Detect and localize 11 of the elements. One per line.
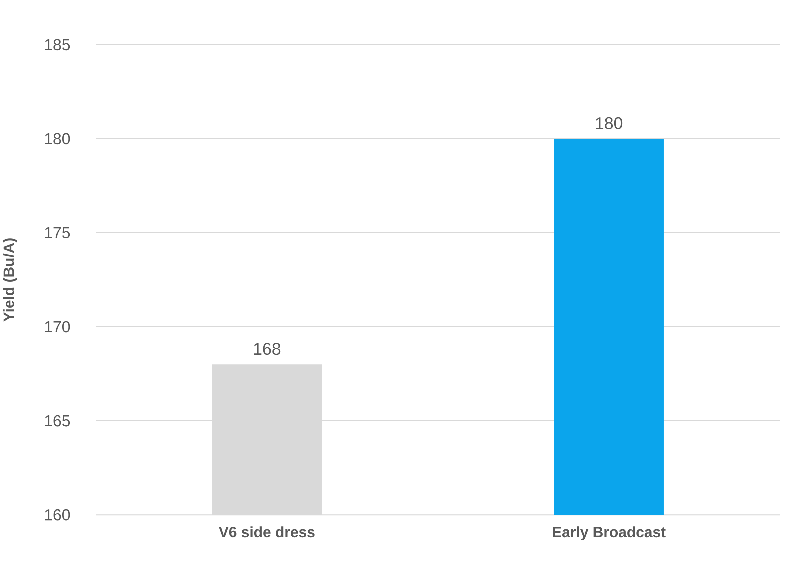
y-tick-label: 175 — [45, 227, 70, 239]
x-tick-label: V6 side dress — [219, 526, 315, 538]
data-label: 180 — [596, 117, 623, 130]
data-label: 168 — [254, 343, 281, 356]
y-tick-label: 180 — [45, 133, 70, 145]
y-axis-title: Yield (Bu/A) — [3, 238, 18, 322]
y-tick-label: 185 — [45, 39, 70, 51]
y-tick-label: 160 — [45, 509, 70, 521]
x-tick-label: Early Broadcast — [553, 526, 666, 541]
y-tick-label: 170 — [45, 321, 70, 333]
y-tick-label: 165 — [45, 415, 70, 427]
